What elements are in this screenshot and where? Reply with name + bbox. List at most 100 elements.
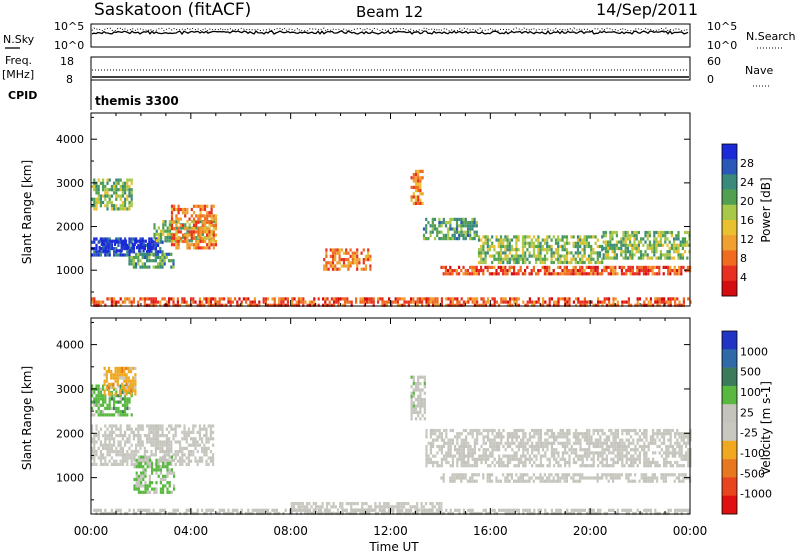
velocity-cell [97,437,100,441]
power-cell [129,249,132,253]
power-cell [149,242,152,246]
station-title: Saskatoon (fitACF) [94,0,251,20]
velocity-cell [561,435,564,439]
velocity-cell [456,432,459,436]
power-cell [137,259,140,263]
velocity-cell [117,450,120,454]
velocity-cell [453,479,456,483]
velocity-cell [522,428,525,433]
velocity-cell [438,428,441,433]
velocity-cell [159,481,162,485]
velocity-cell [414,407,418,411]
velocity-cell [630,448,633,452]
velocity-cell [209,508,212,512]
power-cell [188,223,191,227]
velocity-cell [654,508,657,512]
power-cell [177,220,180,224]
power-cell [113,191,116,195]
velocity-cell [618,473,621,477]
power-cell [475,265,478,269]
power-cell [295,300,298,304]
power-cell [673,240,676,244]
power-cell [497,260,500,265]
velocity-cell [341,505,344,509]
power-cell [417,201,420,205]
power-cell [199,211,202,215]
power-cell [334,248,337,252]
velocity-cell [429,435,432,439]
power-cell [601,272,604,276]
velocity-cell [108,394,111,398]
velocity-cell [473,460,476,465]
velocity-cell [440,432,443,436]
velocity-cell [625,460,628,465]
velocity-cell [588,508,591,512]
velocity-cell [665,464,668,468]
power-cell [110,300,113,304]
power-cell [304,300,307,304]
velocity-cell [462,428,465,433]
power-cell [109,246,112,250]
velocity-cell [113,397,116,401]
velocity-cell [332,511,335,515]
power-cell [143,300,146,304]
velocity-cell [135,458,138,462]
velocity-cell [482,454,485,458]
velocity-cell [473,473,476,477]
velocity-cell [535,444,538,449]
velocity-cell [665,432,668,436]
power-cell [597,297,600,301]
power-cell [186,211,189,215]
power-cell [149,249,152,253]
power-cell [495,238,498,242]
velocity-cell [515,444,518,449]
power-cell [633,240,636,244]
velocity-cell [550,479,553,483]
velocity-cell [678,473,681,477]
power-cell [199,246,202,250]
velocity-cell [641,432,644,436]
velocity-cell [451,464,454,468]
power-cell [390,303,393,307]
velocity-cell [445,454,448,458]
velocity-cell [161,434,164,438]
velocity-cell [521,476,524,480]
power-cell [440,237,443,241]
power-cell [284,303,287,307]
velocity-cell [356,502,359,506]
power-cell [500,297,503,301]
power-cell [133,242,136,246]
power-cell [471,269,474,273]
velocity-cell [509,460,512,465]
velocity-cell [304,508,307,512]
velocity-cell [557,508,560,512]
velocity-cell [548,479,551,483]
velocity-cell [95,403,98,407]
power-cell [199,217,202,221]
velocity-cell [187,434,190,438]
velocity-cell [520,457,523,461]
power-cell [566,300,569,304]
velocity-cell [592,457,595,461]
power-cell [422,237,426,241]
velocity-cell [678,476,681,480]
velocity-cell [440,457,443,461]
power-cell [607,246,610,251]
power-cell [526,265,529,269]
velocity-cell [417,401,420,405]
power-cell [137,252,140,256]
velocity-cell [431,502,434,506]
velocity-cell [616,476,619,480]
y-tick-label: 3000 [56,383,84,396]
velocity-cell [517,479,520,483]
power-cell [504,235,507,239]
power-cell [570,272,573,276]
power-cell [198,303,201,307]
velocity-cell [423,382,426,386]
velocity-cell [601,451,604,455]
velocity-cell [565,473,568,477]
velocity-cell [533,428,536,433]
velocity-cell [205,434,208,438]
velocity-cell [139,446,142,450]
velocity-cell [330,505,333,509]
